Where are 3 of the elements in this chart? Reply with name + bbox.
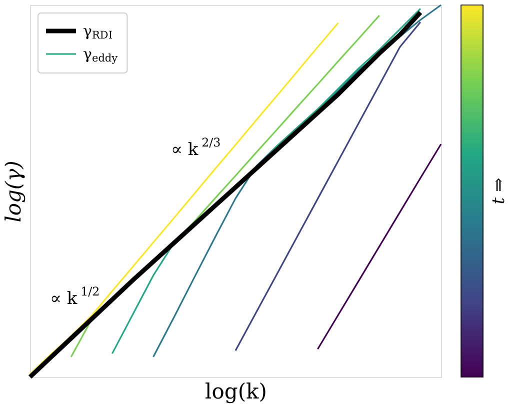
- color-bar-title: t ⇒: [489, 178, 509, 204]
- x-axis-title: log(k): [205, 380, 267, 404]
- y-axis-title: log(γ): [2, 160, 26, 222]
